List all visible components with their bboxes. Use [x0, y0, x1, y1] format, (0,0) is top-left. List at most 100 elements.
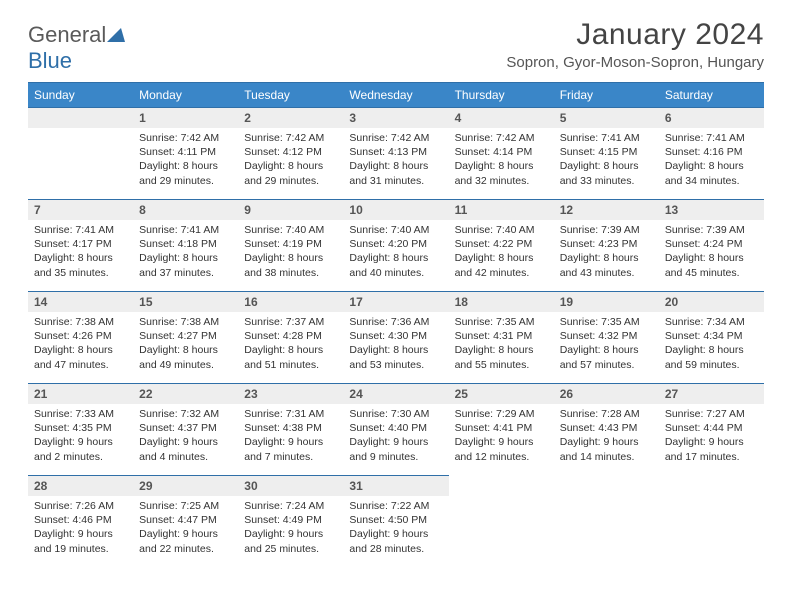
calendar-body: 1Sunrise: 7:42 AMSunset: 4:11 PMDaylight…	[28, 107, 764, 567]
weekday-header: Wednesday	[343, 83, 448, 108]
calendar-cell: 24Sunrise: 7:30 AMSunset: 4:40 PMDayligh…	[343, 383, 448, 475]
calendar-cell: 16Sunrise: 7:37 AMSunset: 4:28 PMDayligh…	[238, 291, 343, 383]
calendar-cell	[554, 475, 659, 567]
calendar-cell: 10Sunrise: 7:40 AMSunset: 4:20 PMDayligh…	[343, 199, 448, 291]
day-details: Sunrise: 7:28 AMSunset: 4:43 PMDaylight:…	[554, 404, 659, 470]
calendar-table: SundayMondayTuesdayWednesdayThursdayFrid…	[28, 82, 764, 567]
day-details: Sunrise: 7:26 AMSunset: 4:46 PMDaylight:…	[28, 496, 133, 562]
day-details: Sunrise: 7:40 AMSunset: 4:20 PMDaylight:…	[343, 220, 448, 286]
day-details: Sunrise: 7:34 AMSunset: 4:34 PMDaylight:…	[659, 312, 764, 378]
calendar-cell	[28, 107, 133, 199]
day-number: 10	[343, 199, 448, 220]
day-number: 19	[554, 291, 659, 312]
day-details: Sunrise: 7:39 AMSunset: 4:23 PMDaylight:…	[554, 220, 659, 286]
day-number: 17	[343, 291, 448, 312]
day-details: Sunrise: 7:22 AMSunset: 4:50 PMDaylight:…	[343, 496, 448, 562]
calendar-cell: 3Sunrise: 7:42 AMSunset: 4:13 PMDaylight…	[343, 107, 448, 199]
calendar-cell: 9Sunrise: 7:40 AMSunset: 4:19 PMDaylight…	[238, 199, 343, 291]
calendar-cell: 2Sunrise: 7:42 AMSunset: 4:12 PMDaylight…	[238, 107, 343, 199]
calendar-cell: 21Sunrise: 7:33 AMSunset: 4:35 PMDayligh…	[28, 383, 133, 475]
calendar-cell: 5Sunrise: 7:41 AMSunset: 4:15 PMDaylight…	[554, 107, 659, 199]
day-details: Sunrise: 7:37 AMSunset: 4:28 PMDaylight:…	[238, 312, 343, 378]
calendar-cell: 26Sunrise: 7:28 AMSunset: 4:43 PMDayligh…	[554, 383, 659, 475]
day-details: Sunrise: 7:38 AMSunset: 4:26 PMDaylight:…	[28, 312, 133, 378]
day-number: 26	[554, 383, 659, 404]
day-details: Sunrise: 7:35 AMSunset: 4:32 PMDaylight:…	[554, 312, 659, 378]
day-number: 5	[554, 107, 659, 128]
calendar-cell: 23Sunrise: 7:31 AMSunset: 4:38 PMDayligh…	[238, 383, 343, 475]
day-details: Sunrise: 7:35 AMSunset: 4:31 PMDaylight:…	[449, 312, 554, 378]
day-number: 15	[133, 291, 238, 312]
page-header: General Blue January 2024 Sopron, Gyor-M…	[28, 18, 764, 74]
calendar-cell: 20Sunrise: 7:34 AMSunset: 4:34 PMDayligh…	[659, 291, 764, 383]
calendar-cell	[449, 475, 554, 567]
calendar-cell: 13Sunrise: 7:39 AMSunset: 4:24 PMDayligh…	[659, 199, 764, 291]
weekday-row: SundayMondayTuesdayWednesdayThursdayFrid…	[28, 83, 764, 108]
calendar-cell: 22Sunrise: 7:32 AMSunset: 4:37 PMDayligh…	[133, 383, 238, 475]
day-details: Sunrise: 7:29 AMSunset: 4:41 PMDaylight:…	[449, 404, 554, 470]
calendar-cell: 6Sunrise: 7:41 AMSunset: 4:16 PMDaylight…	[659, 107, 764, 199]
day-details: Sunrise: 7:25 AMSunset: 4:47 PMDaylight:…	[133, 496, 238, 562]
day-number: 31	[343, 475, 448, 496]
day-details: Sunrise: 7:41 AMSunset: 4:15 PMDaylight:…	[554, 128, 659, 194]
day-number: 23	[238, 383, 343, 404]
brand-part2: Blue	[28, 48, 72, 73]
day-details: Sunrise: 7:36 AMSunset: 4:30 PMDaylight:…	[343, 312, 448, 378]
location-text: Sopron, Gyor-Moson-Sopron, Hungary	[506, 54, 764, 71]
calendar-cell: 30Sunrise: 7:24 AMSunset: 4:49 PMDayligh…	[238, 475, 343, 567]
calendar-head: SundayMondayTuesdayWednesdayThursdayFrid…	[28, 83, 764, 108]
day-number: 3	[343, 107, 448, 128]
day-number: 18	[449, 291, 554, 312]
day-details: Sunrise: 7:33 AMSunset: 4:35 PMDaylight:…	[28, 404, 133, 470]
weekday-header: Saturday	[659, 83, 764, 108]
calendar-cell: 27Sunrise: 7:27 AMSunset: 4:44 PMDayligh…	[659, 383, 764, 475]
calendar-cell: 4Sunrise: 7:42 AMSunset: 4:14 PMDaylight…	[449, 107, 554, 199]
day-number: 20	[659, 291, 764, 312]
day-number: 9	[238, 199, 343, 220]
day-number: 13	[659, 199, 764, 220]
day-details: Sunrise: 7:41 AMSunset: 4:16 PMDaylight:…	[659, 128, 764, 194]
calendar-cell: 8Sunrise: 7:41 AMSunset: 4:18 PMDaylight…	[133, 199, 238, 291]
day-number: 27	[659, 383, 764, 404]
brand-text: General Blue	[28, 22, 125, 74]
calendar-cell: 25Sunrise: 7:29 AMSunset: 4:41 PMDayligh…	[449, 383, 554, 475]
day-number: 11	[449, 199, 554, 220]
day-details: Sunrise: 7:40 AMSunset: 4:19 PMDaylight:…	[238, 220, 343, 286]
weekday-header: Sunday	[28, 83, 133, 108]
day-number: 7	[28, 199, 133, 220]
day-number: 6	[659, 107, 764, 128]
day-number: 4	[449, 107, 554, 128]
day-details: Sunrise: 7:27 AMSunset: 4:44 PMDaylight:…	[659, 404, 764, 470]
brand-part1: General	[28, 22, 106, 47]
day-number: 12	[554, 199, 659, 220]
day-number: 2	[238, 107, 343, 128]
weekday-header: Friday	[554, 83, 659, 108]
day-number: 16	[238, 291, 343, 312]
day-details: Sunrise: 7:41 AMSunset: 4:17 PMDaylight:…	[28, 220, 133, 286]
calendar-week-row: 14Sunrise: 7:38 AMSunset: 4:26 PMDayligh…	[28, 291, 764, 383]
calendar-week-row: 21Sunrise: 7:33 AMSunset: 4:35 PMDayligh…	[28, 383, 764, 475]
calendar-cell: 28Sunrise: 7:26 AMSunset: 4:46 PMDayligh…	[28, 475, 133, 567]
calendar-cell: 12Sunrise: 7:39 AMSunset: 4:23 PMDayligh…	[554, 199, 659, 291]
day-details: Sunrise: 7:39 AMSunset: 4:24 PMDaylight:…	[659, 220, 764, 286]
weekday-header: Tuesday	[238, 83, 343, 108]
day-number: 22	[133, 383, 238, 404]
calendar-cell: 29Sunrise: 7:25 AMSunset: 4:47 PMDayligh…	[133, 475, 238, 567]
calendar-cell: 15Sunrise: 7:38 AMSunset: 4:27 PMDayligh…	[133, 291, 238, 383]
day-details: Sunrise: 7:42 AMSunset: 4:12 PMDaylight:…	[238, 128, 343, 194]
calendar-cell: 31Sunrise: 7:22 AMSunset: 4:50 PMDayligh…	[343, 475, 448, 567]
calendar-week-row: 7Sunrise: 7:41 AMSunset: 4:17 PMDaylight…	[28, 199, 764, 291]
day-number: 29	[133, 475, 238, 496]
calendar-week-row: 1Sunrise: 7:42 AMSunset: 4:11 PMDaylight…	[28, 107, 764, 199]
day-number-empty	[28, 107, 133, 128]
day-details: Sunrise: 7:31 AMSunset: 4:38 PMDaylight:…	[238, 404, 343, 470]
day-details: Sunrise: 7:42 AMSunset: 4:11 PMDaylight:…	[133, 128, 238, 194]
day-details: Sunrise: 7:41 AMSunset: 4:18 PMDaylight:…	[133, 220, 238, 286]
day-number: 30	[238, 475, 343, 496]
day-number: 25	[449, 383, 554, 404]
day-details: Sunrise: 7:30 AMSunset: 4:40 PMDaylight:…	[343, 404, 448, 470]
calendar-cell: 19Sunrise: 7:35 AMSunset: 4:32 PMDayligh…	[554, 291, 659, 383]
calendar-cell: 11Sunrise: 7:40 AMSunset: 4:22 PMDayligh…	[449, 199, 554, 291]
day-details: Sunrise: 7:42 AMSunset: 4:14 PMDaylight:…	[449, 128, 554, 194]
day-number: 8	[133, 199, 238, 220]
